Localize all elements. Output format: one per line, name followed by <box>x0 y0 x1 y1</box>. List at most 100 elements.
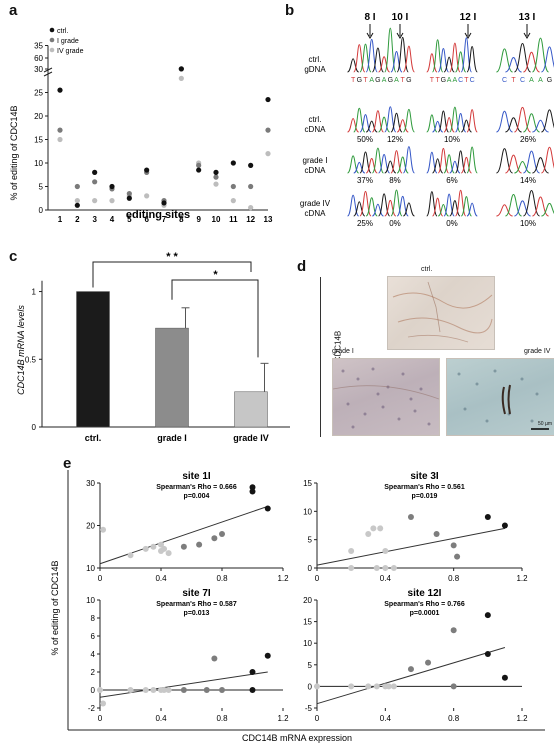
panel-b-trace-peak <box>541 109 554 133</box>
panel-e-subplot-title: site 12I <box>408 588 442 599</box>
panel-b-trace-peak <box>426 151 438 174</box>
panel-b-trace-peak <box>514 106 531 133</box>
panel-e-xlabel: CDC14B mRNA expression <box>242 733 352 743</box>
panel-b-base-letter: A <box>447 77 452 84</box>
panel-a-point <box>144 193 150 199</box>
panel-b-trace-peak <box>437 147 450 174</box>
panel-b-trace-peak <box>505 154 522 174</box>
panel-c-sig-label: * * <box>166 251 178 263</box>
panel-b-trace-peak <box>371 110 384 133</box>
panel-e-point <box>484 651 491 657</box>
panel-e-point <box>127 687 134 693</box>
panel-b-arrow-head <box>523 32 531 39</box>
panel-e-point <box>425 659 432 666</box>
panel-b-trace-peak <box>378 56 390 73</box>
panel-e-point <box>150 543 157 550</box>
panel-b-site-label: 13 I <box>519 12 536 23</box>
panel-b-trace-peak <box>541 46 554 73</box>
panel-d-divider <box>320 277 321 437</box>
panel-b-trace-peak <box>514 42 531 73</box>
panel-b-trace-peak <box>371 147 384 174</box>
panel-b-trace-peak <box>514 161 531 174</box>
panel-label-c: c <box>9 248 18 265</box>
panel-b-trace-peak <box>532 196 549 217</box>
panel-b-trace-peak <box>437 204 449 217</box>
panel-e-xtick-label: 1.2 <box>516 574 528 583</box>
panel-e-point <box>407 514 414 520</box>
panel-label-d: d <box>297 258 307 275</box>
ihc-image-gradeI <box>332 358 440 436</box>
panel-b-trace-peak <box>466 146 478 174</box>
panel-e-point <box>348 565 355 571</box>
panel-a-point <box>74 198 80 204</box>
panel-e-point <box>501 522 508 529</box>
panel-b-trace-peak <box>372 203 384 217</box>
panel-e-point <box>433 531 440 537</box>
panel-e-subplot-title: site 1I <box>182 471 211 482</box>
panel-e-point <box>365 683 372 690</box>
panel-b-base-letter: A <box>538 77 543 84</box>
scale-bar-label: 50 µm <box>538 421 552 427</box>
panel-a-point <box>144 167 150 173</box>
panel-a-xtick-label: 9 <box>196 215 201 223</box>
panel-e-point <box>454 553 461 560</box>
panel-b-trace-peak <box>365 157 378 174</box>
panel-b-trace-peak <box>531 37 550 73</box>
panel-e-ytick-label: 15 <box>303 618 312 627</box>
panel-e-point <box>385 683 392 690</box>
panel-e-ytick-label: 10 <box>303 507 312 516</box>
panel-b-trace-peak <box>347 58 359 73</box>
panel-b-trace-peak <box>523 190 540 217</box>
panel-c-ytick-label: 0.5 <box>25 355 37 364</box>
panel-b-percent: 6% <box>446 176 458 185</box>
panel-b-percent: 8% <box>389 176 401 185</box>
panel-e-point <box>484 514 491 520</box>
panel-b-trace-peak <box>396 119 409 133</box>
panel-b-trace-peak <box>347 155 359 174</box>
panel-b-row-label: cDNA <box>305 125 327 134</box>
panel-b-base-letter: G <box>406 77 411 84</box>
panel-a-legend-marker <box>49 27 55 33</box>
panel-a-ytick-label: 60 <box>34 54 43 63</box>
panel-e-point <box>348 548 355 554</box>
panel-a-xlabel: editing sites <box>126 209 190 221</box>
panel-a-xtick-label: 8 <box>179 215 184 223</box>
panel-a-ytick-label: 20 <box>34 112 43 121</box>
panel-b-trace-peak <box>541 202 554 217</box>
panel-b-trace-peak <box>505 57 522 73</box>
panel-e-ytick-label: 20 <box>303 596 312 605</box>
panel-a-point <box>178 75 184 81</box>
panel-b-trace-peak <box>378 116 390 133</box>
panel-e-ytick-label: 6 <box>91 632 96 641</box>
panel-c-ylabel: CDC14B mRNA levels <box>16 305 26 395</box>
panel-b-trace-peak <box>347 194 360 217</box>
panel-b-trace-peak <box>390 50 403 73</box>
panel-c-xtick-label: ctrl. <box>85 433 102 443</box>
panel-b-trace-peak <box>449 160 461 174</box>
panel-a-point <box>248 183 254 190</box>
panel-b-trace-peak <box>384 27 397 73</box>
panel-a-point <box>109 183 115 190</box>
panel-a-point <box>57 87 63 93</box>
panel-b-trace-peak <box>532 157 549 174</box>
panel-b-trace-peak <box>496 204 513 217</box>
panel-b-percent: 0% <box>446 219 458 228</box>
panel-e-point <box>382 565 389 571</box>
panel-e-fit-line <box>99 671 268 698</box>
panel-e-point <box>165 550 172 557</box>
panel-b-percent: 50% <box>357 135 373 144</box>
panel-e-xtick-label: 0.4 <box>380 574 392 583</box>
panel-e-subplot-p: p=0.004 <box>184 493 210 500</box>
panel-c-xtick-label: grade IV <box>233 433 269 443</box>
panel-e-point <box>377 525 384 532</box>
panel-e-xtick-label: 0.8 <box>448 714 460 723</box>
panel-e-ytick-label: 10 <box>86 564 95 573</box>
panel-a-point <box>265 151 271 157</box>
panel-b-trace-peak <box>523 150 540 174</box>
panel-b-trace-peak <box>432 120 443 133</box>
panel-b-trace-peak <box>384 160 397 174</box>
panel-e-ytick-label: 20 <box>86 522 95 531</box>
panel-b-trace-peak <box>359 151 372 174</box>
panel-e-point <box>219 687 225 693</box>
panel-a-point <box>213 174 219 180</box>
